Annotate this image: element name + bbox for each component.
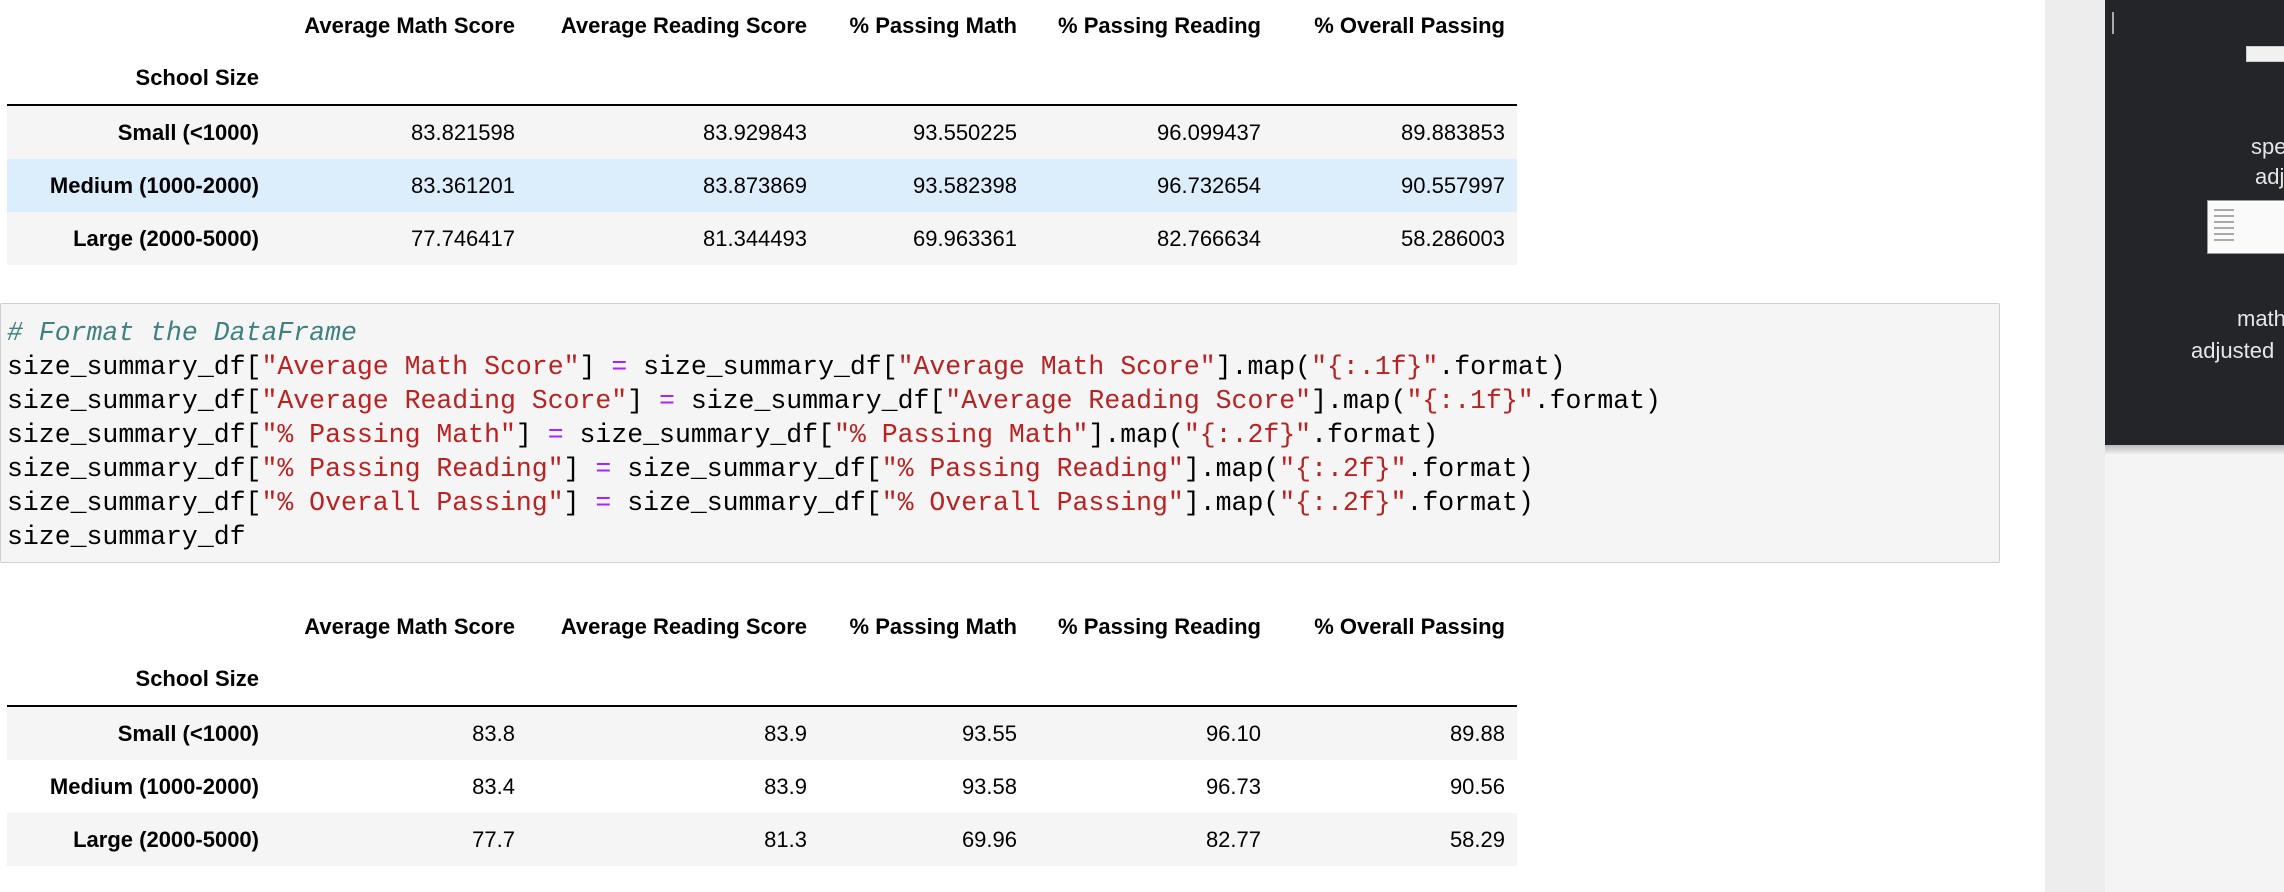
table-cell: 83.9 [764, 773, 807, 799]
table-cell: 69.96 [961, 826, 1017, 852]
column-header: % Passing Math [849, 13, 1017, 38]
table-cell: 81.3 [764, 826, 807, 852]
table-cell: 69.963361 [913, 225, 1017, 251]
column-header: % Overall Passing [1314, 13, 1505, 38]
table-cell: 96.10 [1205, 720, 1261, 746]
table-cell: 82.766634 [1157, 225, 1261, 251]
pane-shadow [2105, 445, 2284, 455]
code-cell[interactable]: # Format the DataFrame size_summary_df["… [0, 303, 2000, 563]
dataframe-output-formatted: Average Math Score Average Reading Score… [7, 601, 1517, 866]
thumbnail-image[interactable] [2246, 46, 2284, 62]
column-header: % Passing Reading [1058, 614, 1261, 639]
column-header: Average Reading Score [560, 614, 807, 639]
table-cell: 90.557997 [1401, 172, 1505, 198]
column-header-row: Average Math Score Average Reading Score… [7, 601, 1517, 653]
table-cell: 81.344493 [703, 225, 807, 251]
table-cell: 77.7 [472, 826, 515, 852]
table-row: Small (<1000) 83.8 83.9 93.55 96.10 89.8… [7, 706, 1517, 760]
table-cell: 83.361201 [411, 172, 515, 198]
column-header: Average Math Score [304, 13, 515, 38]
side-text: adj [2255, 164, 2284, 189]
index-name: School Size [7, 653, 271, 707]
window-gutter [2045, 0, 2105, 892]
column-header-row: Average Math Score Average Reading Score… [7, 0, 1517, 52]
side-text: spe [2251, 134, 2284, 159]
side-panel: spe adj math adjusted [2105, 0, 2284, 892]
edge-mark-icon [2106, 12, 2114, 34]
row-label: Small (<1000) [117, 119, 259, 145]
table-cell: 83.873869 [703, 172, 807, 198]
row-label: Large (2000-5000) [73, 225, 259, 251]
blank-header [7, 601, 271, 653]
table-cell: 96.73 [1205, 773, 1261, 799]
table-row: Medium (1000-2000) 83.4 83.9 93.58 96.73… [7, 760, 1517, 813]
column-header: % Overall Passing [1314, 614, 1505, 639]
side-text: math [2237, 306, 2284, 331]
table-cell: 83.9 [764, 720, 807, 746]
column-header: Average Math Score [304, 614, 515, 639]
row-label: Small (<1000) [117, 720, 259, 746]
table-cell: 89.88 [1449, 720, 1505, 746]
row-label: Large (2000-5000) [73, 826, 259, 852]
table-cell: 96.732654 [1157, 172, 1261, 198]
table-cell: 83.4 [472, 773, 515, 799]
row-label: Medium (1000-2000) [49, 172, 259, 198]
side-text: adjusted [2191, 338, 2275, 363]
table-cell: 77.746417 [411, 225, 515, 251]
table-cell: 83.821598 [411, 119, 515, 145]
index-header-row: School Size [7, 52, 1517, 106]
blank-header [7, 0, 271, 52]
table-row: Large (2000-5000) 77.746417 81.344493 69… [7, 212, 1517, 265]
table-cell: 96.099437 [1157, 119, 1261, 145]
thumbnail-image[interactable] [2207, 200, 2284, 254]
dark-preview-pane: spe adj math adjusted [2105, 0, 2284, 445]
table-cell: 93.582398 [913, 172, 1017, 198]
table-cell: 83.929843 [703, 119, 807, 145]
code-comment: # Format the DataFrame [7, 318, 357, 348]
row-label: Medium (1000-2000) [49, 773, 259, 799]
table-cell: 93.55 [961, 720, 1017, 746]
table-row: Large (2000-5000) 77.7 81.3 69.96 82.77 … [7, 813, 1517, 866]
code-editor[interactable]: # Format the DataFrame size_summary_df["… [7, 318, 1661, 552]
index-header-row: School Size [7, 653, 1517, 707]
table-cell: 90.56 [1449, 773, 1505, 799]
table-cell: 83.8 [472, 720, 515, 746]
notebook-area: Average Math Score Average Reading Score… [0, 0, 2000, 866]
table-cell: 82.77 [1205, 826, 1261, 852]
column-header: % Passing Math [849, 614, 1017, 639]
table-cell: 93.550225 [913, 119, 1017, 145]
table-cell: 58.29 [1449, 826, 1505, 852]
table-row: Medium (1000-2000) 83.361201 83.873869 9… [7, 159, 1517, 212]
column-header: % Passing Reading [1058, 13, 1261, 38]
index-name: School Size [7, 52, 271, 106]
table-cell: 93.58 [961, 773, 1017, 799]
table-cell: 58.286003 [1401, 225, 1505, 251]
column-header: Average Reading Score [560, 13, 807, 38]
table-row: Small (<1000) 83.821598 83.929843 93.550… [7, 105, 1517, 159]
dataframe-output-raw: Average Math Score Average Reading Score… [7, 0, 1517, 265]
table-cell: 89.883853 [1401, 119, 1505, 145]
